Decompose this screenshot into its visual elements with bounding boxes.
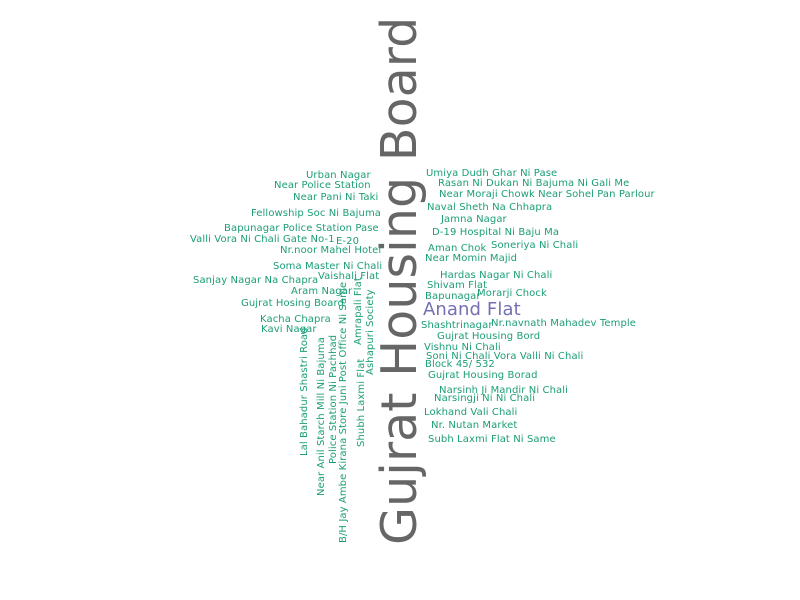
word: Soma Master Ni Chali bbox=[273, 261, 383, 272]
word: Kacha Chapra bbox=[260, 314, 331, 325]
word-vertical: Near Anil Starch Mill Ni Bajuma bbox=[316, 337, 327, 496]
word: Rasan Ni Dukan Ni Bajuma Ni Gali Me bbox=[438, 178, 630, 189]
word: Hardas Nagar Ni Chali bbox=[440, 270, 553, 281]
word: D-19 Hospital Ni Baju Ma bbox=[432, 227, 560, 238]
word-gujrat-housing-board: Gujrat Housing Board bbox=[371, 16, 428, 545]
word-vertical: B/H Jay Ambe Kirana Store Juni Post Offi… bbox=[338, 281, 349, 543]
word: Gujrat Housing Bord bbox=[437, 331, 541, 342]
word: Near Police Station bbox=[274, 180, 371, 191]
word: Naval Sheth Na Chhapra bbox=[427, 202, 553, 213]
word: Narsinh Ji Mandir Ni Chali bbox=[439, 385, 569, 396]
word: Vishnu Ni Chali bbox=[424, 342, 501, 353]
word: Lokhand Vali Chali bbox=[424, 407, 518, 418]
word: Morarji Chock bbox=[477, 288, 547, 299]
word: Sanjay Nagar Na Chapra bbox=[193, 275, 319, 286]
word: Urban Nagar bbox=[306, 170, 371, 181]
word: Aram Nagar bbox=[291, 286, 353, 297]
word: Bapunagar Police Station Pase bbox=[224, 223, 379, 234]
word: Narsingji Ni Ni Chali bbox=[434, 393, 536, 404]
word: Near Momin Majid bbox=[425, 253, 518, 264]
word: Aman Chok bbox=[428, 243, 487, 254]
word: Nr.noor Mahel Hotel bbox=[280, 245, 382, 256]
word: Valli Vora Ni Chali Gate No-1 bbox=[190, 234, 335, 245]
word: E-20 bbox=[336, 236, 360, 247]
word-vertical: Amrapali Flat bbox=[353, 277, 364, 345]
word: Subh Laxmi Flat Ni Same bbox=[428, 434, 556, 445]
word: Shashtrinagar bbox=[421, 320, 493, 331]
word: Umiya Dudh Ghar Ni Pase bbox=[426, 168, 558, 179]
word: Gujrat Housing Borad bbox=[428, 370, 538, 381]
word-vertical: Ashapuri Society bbox=[365, 289, 376, 375]
word-vertical: Lal Bahadur Shastri Road bbox=[299, 327, 310, 456]
word: Block 45/ 532 bbox=[425, 359, 495, 370]
word-anand-flat: Anand Flat bbox=[423, 299, 521, 320]
word: Soni Ni Chali Vora Valli Ni Chali bbox=[426, 351, 584, 362]
word: Bapunagar bbox=[425, 291, 481, 302]
word: Vaishali Flat bbox=[318, 271, 380, 282]
word: Fellowship Soc Ni Bajuma bbox=[251, 208, 382, 219]
word: Shivam Flat bbox=[427, 280, 488, 291]
word: Jamna Nagar bbox=[441, 214, 507, 225]
word: Nr.navnath Mahadev Temple bbox=[491, 318, 637, 329]
word: Near Moraji Chowk Near Sohel Pan Parlour bbox=[439, 189, 655, 200]
word: Near Pani Ni Taki bbox=[293, 192, 379, 203]
word: Soneriya Ni Chali bbox=[491, 240, 579, 251]
word: Gujrat Hosing Board bbox=[241, 298, 344, 309]
word: Kavi Nagar bbox=[261, 324, 317, 335]
word: Nr. Nutan Market bbox=[431, 420, 518, 431]
